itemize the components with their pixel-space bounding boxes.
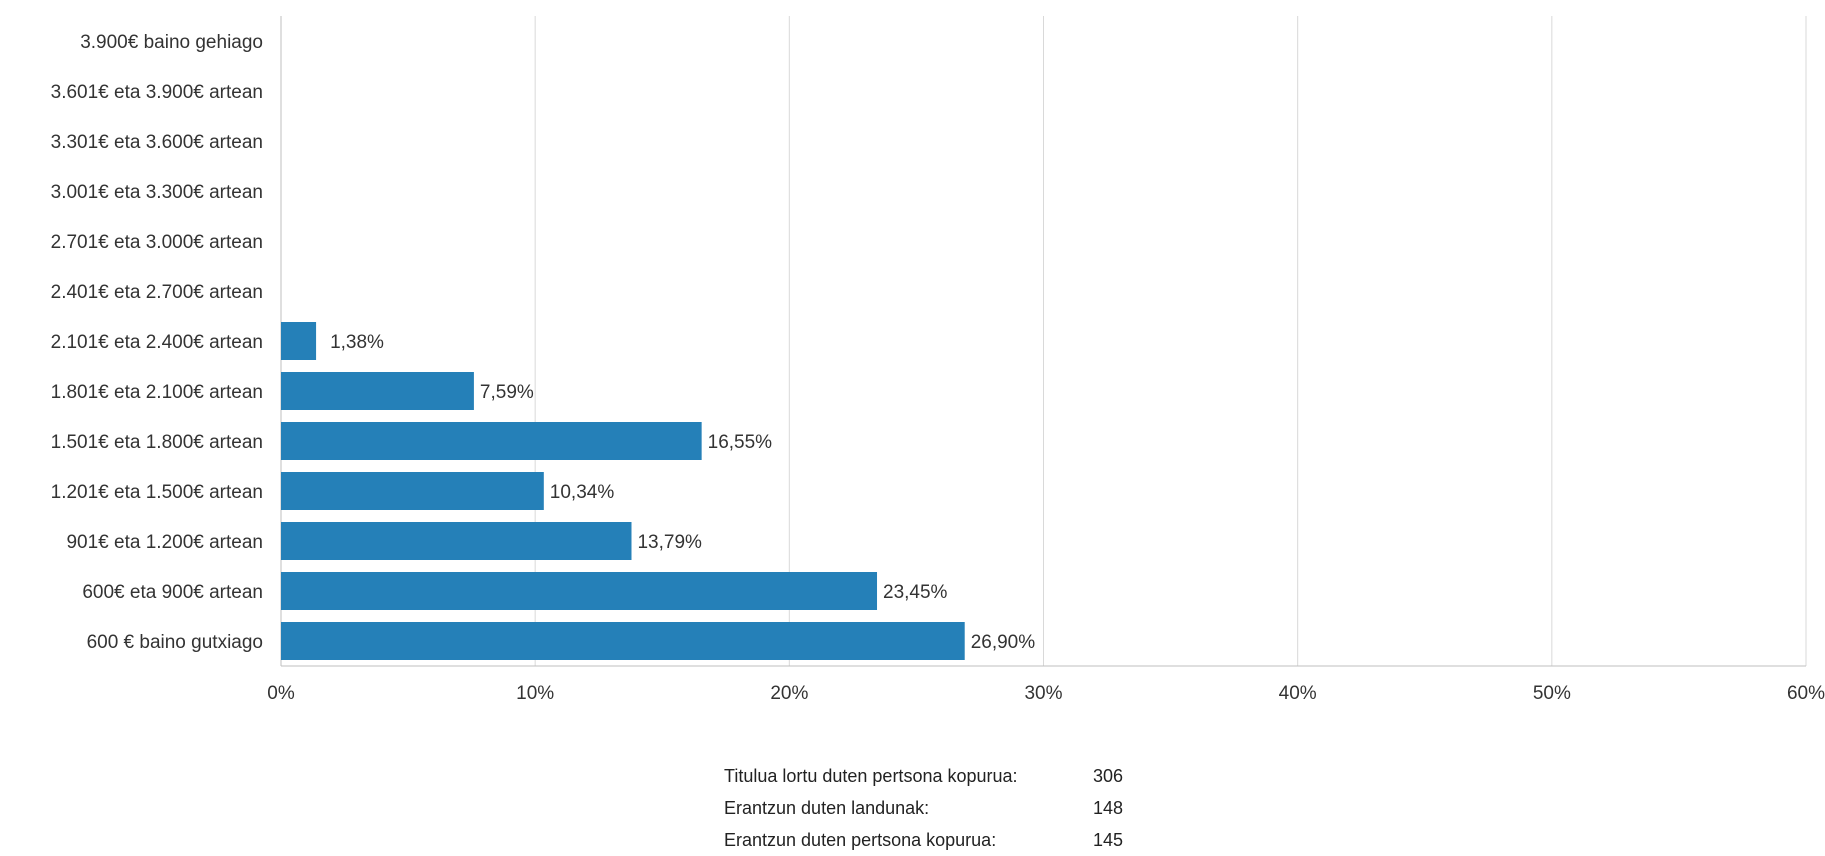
category-label: 600€ eta 900€ artean bbox=[82, 582, 263, 603]
bar bbox=[281, 622, 965, 660]
data-label: 7,59% bbox=[480, 382, 534, 403]
summary-label: Erantzun duten landunak: bbox=[724, 797, 930, 818]
summary-value: 148 bbox=[1093, 797, 1124, 818]
x-tick-label: 30% bbox=[1024, 683, 1062, 704]
bars bbox=[281, 322, 965, 660]
x-tick-label: 40% bbox=[1279, 683, 1317, 704]
category-label: 2.701€ eta 3.000€ artean bbox=[51, 232, 263, 253]
category-label: 3.001€ eta 3.300€ artean bbox=[51, 182, 263, 203]
data-label: 13,79% bbox=[637, 532, 702, 553]
data-label: 16,55% bbox=[708, 432, 773, 453]
summary-row-total: Titulua lortu duten pertsona kopurua: 30… bbox=[724, 760, 1153, 792]
labels: 0% 10% 20% 30% 40% 50% 60% 3.900€ baino gehiago… bbox=[51, 32, 1825, 704]
bar bbox=[281, 322, 317, 360]
category-label: 1.501€ eta 1.800€ artean bbox=[51, 432, 263, 453]
bar bbox=[281, 572, 878, 610]
data-label: 23,45% bbox=[883, 582, 948, 603]
bar bbox=[281, 522, 632, 560]
summary-row-employed: Erantzun duten landunak: 148 bbox=[724, 792, 1153, 824]
category-label: 3.601€ eta 3.900€ artean bbox=[51, 82, 263, 103]
data-label: 10,34% bbox=[550, 482, 615, 503]
x-tick-label: 0% bbox=[267, 683, 295, 704]
bar bbox=[281, 372, 474, 410]
category-label: 3.900€ baino gehiago bbox=[80, 32, 263, 53]
bar bbox=[281, 422, 702, 460]
x-tick-label: 10% bbox=[516, 683, 554, 704]
summary-value: 145 bbox=[1093, 829, 1124, 850]
summary-value: 306 bbox=[1093, 765, 1124, 786]
summary-label: Titulua lortu duten pertsona kopurua: bbox=[724, 765, 1018, 786]
x-tick-label: 60% bbox=[1787, 683, 1825, 704]
summary-row-responded: Erantzun duten pertsona kopurua: 145 bbox=[724, 824, 1153, 856]
summary-label: Erantzun duten pertsona kopurua: bbox=[724, 829, 997, 850]
category-label: 1.801€ eta 2.100€ artean bbox=[51, 382, 263, 403]
category-label: 3.301€ eta 3.600€ artean bbox=[51, 132, 263, 153]
x-tick-label: 20% bbox=[770, 683, 808, 704]
data-label: 1,38% bbox=[330, 332, 384, 353]
summary-table: Titulua lortu duten pertsona kopurua: 30… bbox=[724, 760, 1153, 856]
category-label: 1.201€ eta 1.500€ artean bbox=[51, 482, 263, 503]
x-tick-label: 50% bbox=[1533, 683, 1571, 704]
bar-chart: 0% 10% 20% 30% 40% 50% 60% 3.900€ baino gehiago… bbox=[51, 16, 1825, 704]
category-label: 600 € baino gutxiago bbox=[87, 632, 263, 653]
category-label: 901€ eta 1.200€ artean bbox=[66, 532, 263, 553]
category-label: 2.101€ eta 2.400€ artean bbox=[51, 332, 263, 353]
bar bbox=[281, 472, 544, 510]
grid-lines bbox=[280, 16, 1807, 667]
data-label: 26,90% bbox=[971, 632, 1036, 653]
category-label: 2.401€ eta 2.700€ artean bbox=[51, 282, 263, 303]
